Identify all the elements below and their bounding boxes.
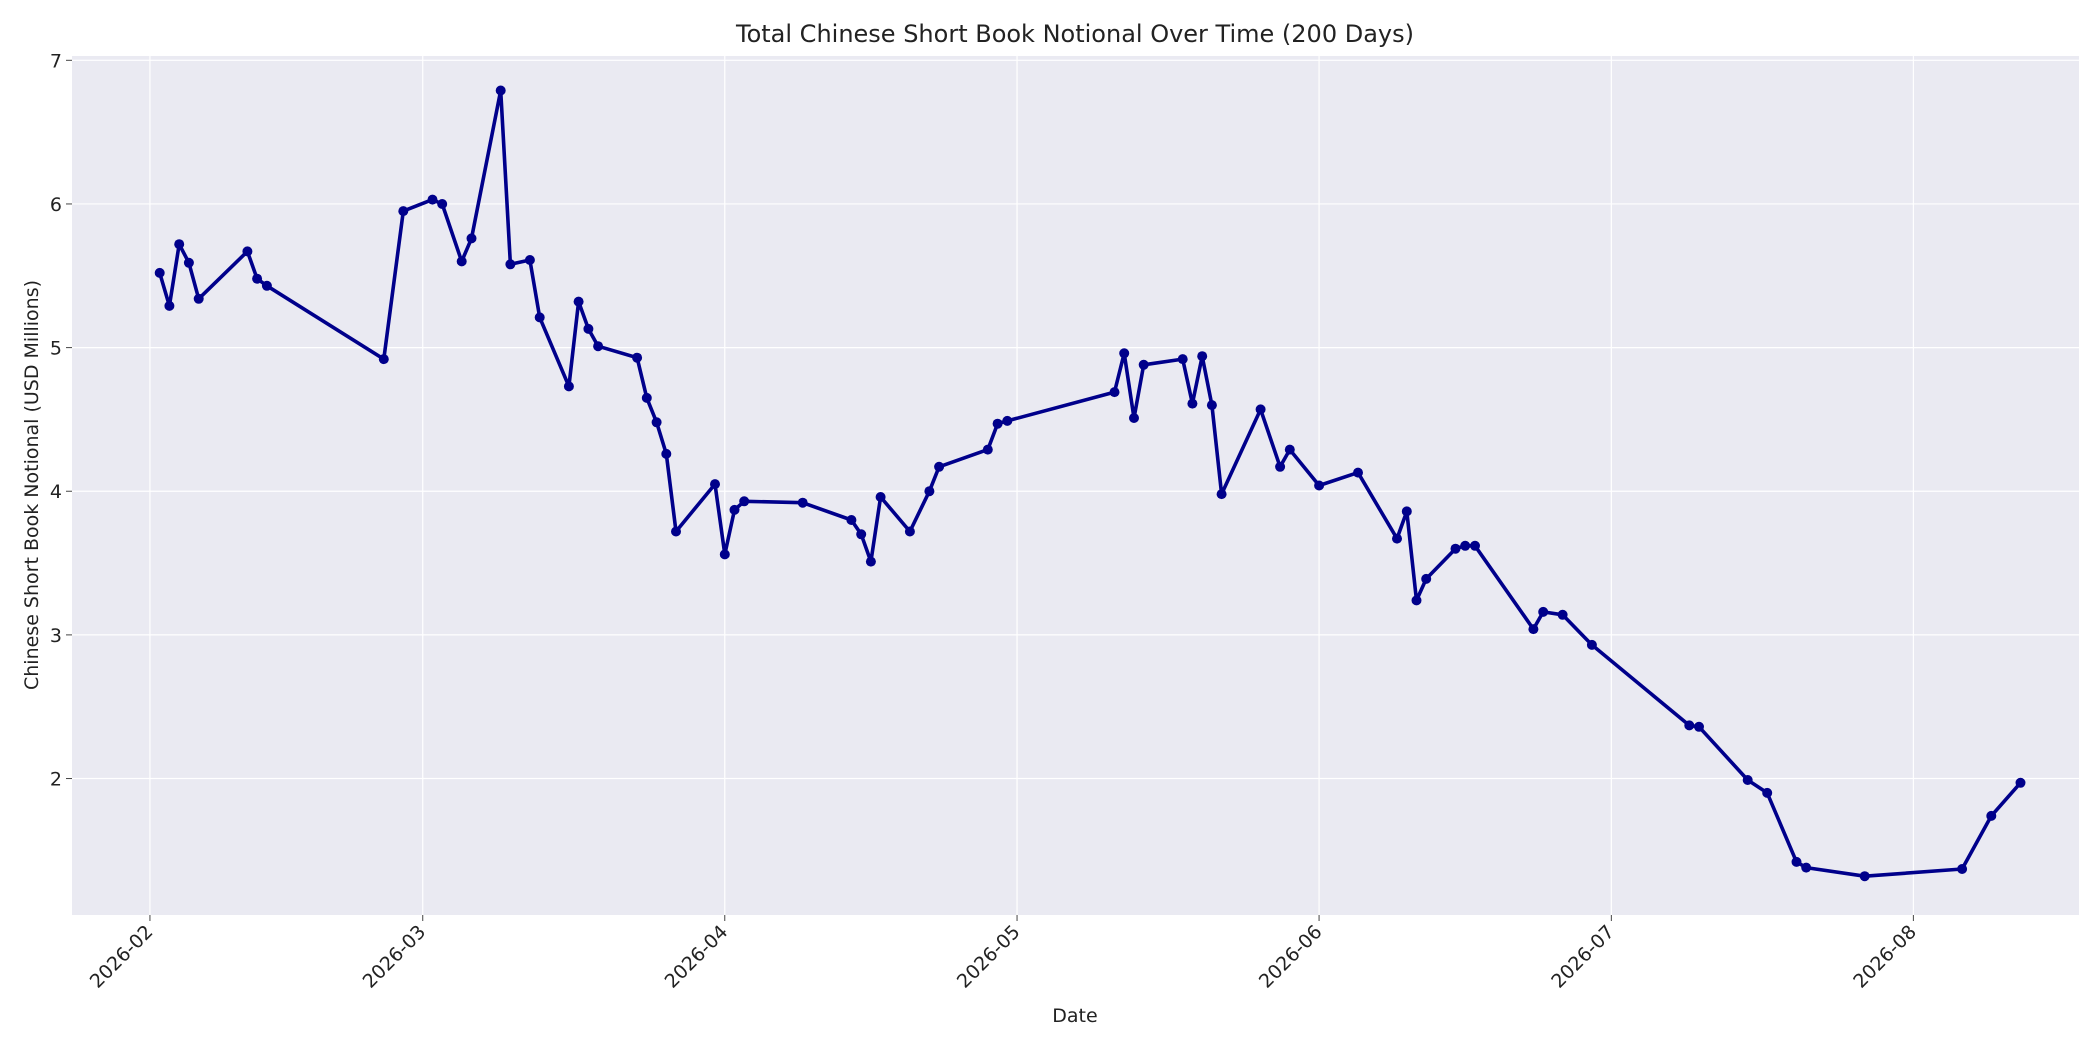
data-point [1528, 624, 1539, 635]
x-tick-label: 2026-06 [1255, 921, 1327, 993]
data-point [934, 461, 945, 472]
data-point [1470, 540, 1480, 551]
data-point [378, 354, 389, 365]
data-point [865, 556, 876, 567]
data-point [1957, 864, 1968, 874]
data-point [1002, 415, 1013, 426]
data-point [875, 492, 886, 502]
series-points [154, 85, 2026, 882]
data-point [1138, 359, 1149, 370]
data-point [1197, 351, 1208, 362]
data-point [427, 194, 438, 205]
data-point [729, 504, 740, 515]
data-point [563, 381, 574, 392]
y-tick-label: 2 [50, 769, 62, 791]
data-point [456, 256, 467, 267]
data-point [466, 233, 477, 244]
data-point [1538, 606, 1549, 617]
data-point [739, 496, 750, 507]
data-point [1460, 540, 1471, 551]
data-point [924, 486, 935, 497]
data-point [583, 323, 594, 334]
data-point [242, 246, 253, 257]
data-point [1801, 862, 1812, 873]
data-point [524, 255, 535, 265]
data-point [719, 549, 730, 560]
data-point [1411, 595, 1422, 606]
data-point [1450, 543, 1461, 554]
data-point [1216, 489, 1227, 500]
data-point [632, 352, 643, 363]
data-point [1742, 775, 1753, 785]
data-point [495, 85, 506, 96]
x-tick-label: 2026-02 [86, 921, 158, 993]
data-point [1119, 348, 1130, 359]
data-point [174, 239, 185, 250]
data-point [1859, 871, 1870, 882]
x-tick-label: 2026-05 [953, 921, 1025, 993]
data-point [710, 479, 720, 490]
data-point [982, 444, 993, 455]
data-point [1557, 609, 1568, 620]
data-point [1129, 413, 1139, 423]
data-point [797, 497, 808, 508]
grid-y [72, 59, 2079, 780]
data-point [2015, 777, 2026, 788]
data-point [183, 257, 194, 268]
data-point [437, 199, 448, 209]
data-point [1255, 404, 1266, 415]
data-point [505, 259, 516, 270]
data-point [1762, 787, 1773, 798]
data-point [641, 392, 652, 403]
data-point [1586, 639, 1597, 650]
y-tick-label: 7 [50, 50, 62, 72]
x-tick-label: 2026-03 [359, 921, 431, 993]
data-point [398, 206, 409, 217]
data-point [164, 300, 175, 311]
chart-title: Total Chinese Short Book Notional Over T… [735, 20, 1414, 48]
y-tick-label: 4 [50, 481, 62, 503]
data-point [1206, 400, 1217, 411]
data-point [661, 448, 672, 459]
data-point [1421, 573, 1432, 584]
data-point [1392, 533, 1402, 544]
data-point [534, 312, 545, 323]
plot-area [72, 56, 2079, 915]
data-point [593, 341, 604, 352]
data-point [1986, 810, 1997, 821]
data-point [1791, 856, 1802, 867]
data-point [671, 526, 681, 537]
x-tick-labels: 2026-02 2026-03 2026-04 2026-05 2026-06 2026-… [86, 915, 1921, 993]
y-tick-labels: 2 3 4 5 6 7 [50, 50, 72, 791]
y-tick-label: 5 [50, 338, 62, 360]
x-tick-label: 2026-04 [661, 921, 733, 993]
y-axis-label: Chinese Short Book Notional (USD Million… [21, 280, 43, 690]
data-point [992, 418, 1003, 429]
data-point [1109, 387, 1120, 398]
data-point [261, 280, 272, 291]
data-point [1177, 354, 1188, 365]
x-tick-label: 2026-07 [1547, 921, 1619, 993]
data-point [573, 296, 584, 307]
data-point [1187, 398, 1198, 409]
data-point [651, 417, 662, 428]
data-point [846, 515, 857, 525]
data-point [1314, 480, 1325, 491]
data-point [1353, 467, 1363, 478]
data-point [1684, 720, 1695, 731]
data-point [904, 526, 915, 537]
x-tick-label: 2026-08 [1849, 921, 1921, 993]
data-point [1694, 721, 1704, 732]
data-point [154, 267, 165, 278]
data-point [1275, 461, 1286, 472]
y-tick-label: 6 [50, 194, 62, 216]
data-point [193, 293, 204, 304]
y-tick-label: 3 [50, 625, 62, 647]
x-axis-label: Date [1052, 1005, 1097, 1027]
data-point [252, 273, 263, 284]
data-point [1284, 444, 1295, 455]
data-point [856, 529, 867, 540]
data-point [1401, 506, 1412, 517]
